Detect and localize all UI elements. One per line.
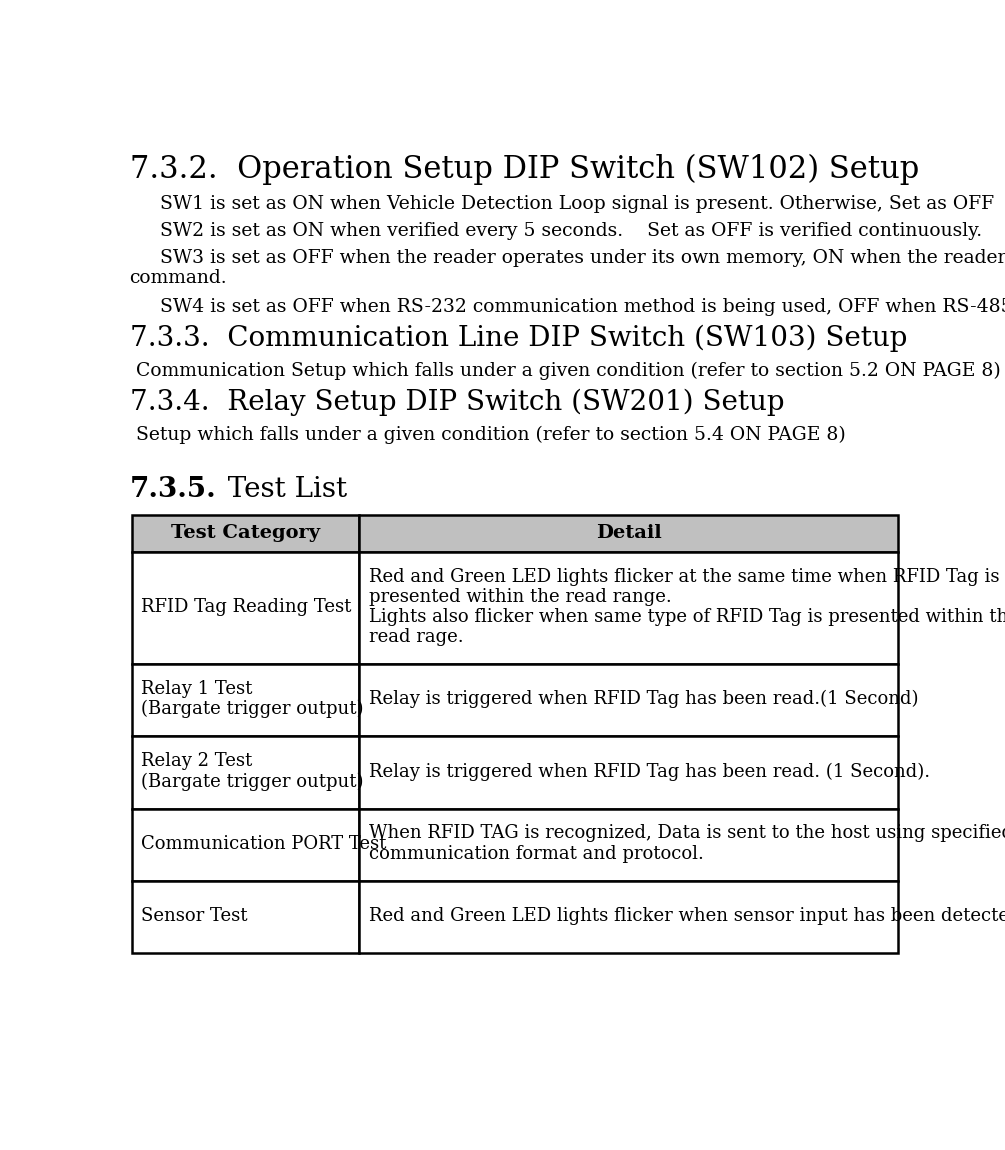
Bar [360, 736, 898, 808]
Text: 7.3.2.  Operation Setup DIP Switch (SW102) Setup: 7.3.2. Operation Setup DIP Switch (SW102… [130, 154, 919, 185]
Bar [132, 665, 360, 736]
Text: Lights also flicker when same type of RFID Tag is presented within the: Lights also flicker when same type of RF… [369, 608, 1005, 626]
Text: Relay 2 Test: Relay 2 Test [141, 752, 252, 770]
Text: Red and Green LED lights flicker when sensor input has been detected.: Red and Green LED lights flicker when se… [369, 906, 1005, 925]
Text: Communication Setup which falls under a given condition (refer to section 5.2 ON: Communication Setup which falls under a … [130, 362, 1000, 381]
Text: 7.3.5.: 7.3.5. [130, 476, 216, 503]
Text: 7.3.3.  Communication Line DIP Switch (SW103) Setup: 7.3.3. Communication Line DIP Switch (SW… [130, 325, 907, 352]
Text: presented within the read range.: presented within the read range. [369, 588, 671, 606]
Text: command.: command. [130, 269, 227, 288]
Bar [132, 881, 360, 953]
Text: RFID Tag Reading Test: RFID Tag Reading Test [141, 598, 352, 615]
Text: Communication PORT Test: Communication PORT Test [141, 835, 387, 852]
Text: Detail: Detail [596, 524, 661, 542]
Text: read rage.: read rage. [369, 628, 463, 646]
Text: SW4 is set as OFF when RS-232 communication method is being used, OFF when RS-48: SW4 is set as OFF when RS-232 communicat… [130, 298, 1005, 316]
Text: 7.3.4.  Relay Setup DIP Switch (SW201) Setup: 7.3.4. Relay Setup DIP Switch (SW201) Se… [130, 389, 784, 416]
Text: When RFID TAG is recognized, Data is sent to the host using specified: When RFID TAG is recognized, Data is sen… [369, 825, 1005, 843]
Text: Test Category: Test Category [171, 524, 321, 542]
Bar [132, 515, 360, 552]
Text: Test List: Test List [210, 476, 347, 503]
Text: communication format and protocol.: communication format and protocol. [369, 844, 704, 862]
Text: Sensor Test: Sensor Test [141, 906, 247, 925]
Text: SW2 is set as ON when verified every 5 seconds.    Set as OFF is verified contin: SW2 is set as ON when verified every 5 s… [130, 222, 982, 240]
Bar [360, 665, 898, 736]
Text: SW3 is set as OFF when the reader operates under its own memory, ON when the rea: SW3 is set as OFF when the reader operat… [130, 250, 1005, 267]
Text: Relay is triggered when RFID Tag has been read. (1 Second).: Relay is triggered when RFID Tag has bee… [369, 762, 930, 781]
Bar [132, 552, 360, 665]
Bar [360, 808, 898, 881]
Text: Red and Green LED lights flicker at the same time when RFID Tag is: Red and Green LED lights flicker at the … [369, 568, 999, 585]
Text: (Bargate trigger output): (Bargate trigger output) [141, 700, 364, 719]
Bar [132, 736, 360, 808]
Text: Setup which falls under a given condition (refer to section 5.4 ON PAGE 8): Setup which falls under a given conditio… [130, 426, 845, 444]
Bar [132, 808, 360, 881]
Text: Relay 1 Test: Relay 1 Test [141, 680, 252, 698]
Text: Relay is triggered when RFID Tag has been read.(1 Second): Relay is triggered when RFID Tag has bee… [369, 690, 919, 708]
Bar [360, 552, 898, 665]
Bar [360, 881, 898, 953]
Text: (Bargate trigger output): (Bargate trigger output) [141, 773, 364, 791]
Bar [360, 515, 898, 552]
Text: SW1 is set as ON when Vehicle Detection Loop signal is present. Otherwise, Set a: SW1 is set as ON when Vehicle Detection … [130, 196, 994, 213]
